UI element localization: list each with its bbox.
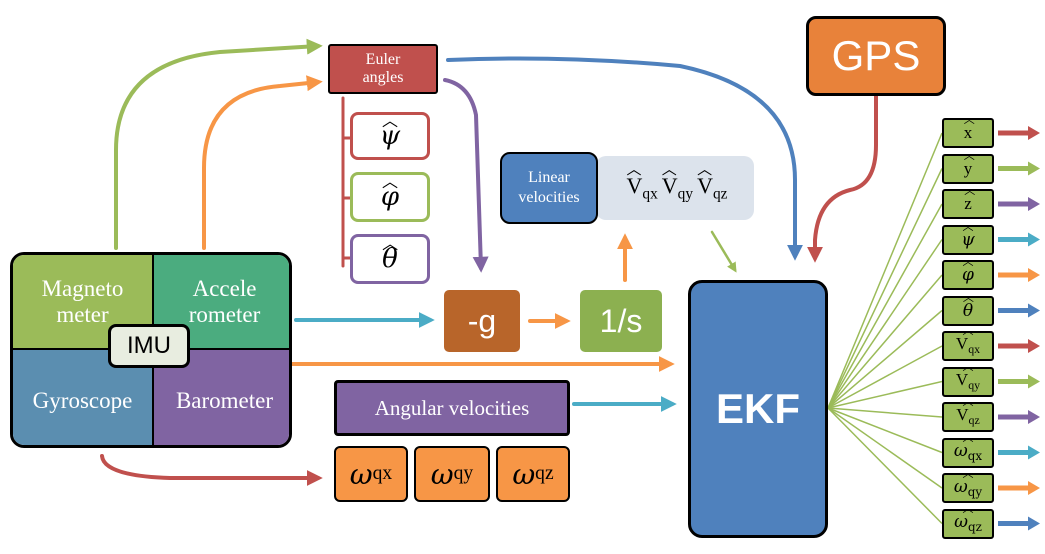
output-symbol-4: φ ︿ (962, 255, 974, 285)
fan-line-4 (827, 274, 943, 409)
vqz-hat: Vqz ︿ (697, 161, 728, 203)
output-symbol-2: z ︿ (964, 185, 976, 213)
euler-psi-box: ψ ︿ (350, 111, 430, 160)
fan-line-10 (827, 407, 943, 489)
output-box-4: φ ︿ (942, 255, 994, 290)
output-symbol-5: θ ︿ (962, 290, 974, 321)
output-box-2: z ︿ (942, 185, 994, 219)
output-box-6: Vqx ︿ (942, 325, 994, 361)
accelerometer-label: Accele rometer (188, 275, 261, 327)
fan-line-9 (827, 407, 943, 454)
euler-theta-hat: θ ︿ (382, 234, 399, 274)
vqx-hat: Vqx ︿ (626, 161, 658, 203)
euler-theta-box: θ ︿ (350, 234, 430, 284)
euler-angles-label: Euler angles (362, 51, 404, 86)
imu-center-label: IMU (108, 324, 190, 368)
linear-velocities-panel (596, 156, 754, 220)
gps-box: GPS (806, 16, 946, 96)
output-symbol-11: ωqz ︿ (954, 502, 982, 535)
fan-line-2 (827, 203, 943, 409)
output-symbol-3: ψ ︿ (961, 219, 975, 250)
accelerometer-to-euler-arrow (202, 75, 323, 250)
output-symbol-6: Vqx ︿ (955, 325, 981, 357)
euler-phi-hat: φ ︿ (380, 172, 400, 212)
output-arrow-1 (998, 161, 1040, 176)
omega-qy-box: ω qy (414, 446, 490, 502)
linear-velocities-box: Linear velocities (500, 152, 598, 224)
magnetometer-label: Magneto meter (41, 275, 124, 327)
omega-qx-box: ω qx (334, 446, 408, 502)
magnetometer-quadrant: Magneto meter (13, 255, 154, 350)
ekf-box: EKF (688, 280, 828, 538)
euler-phi-box: φ ︿ (350, 172, 430, 222)
output-box-1: y ︿ (942, 149, 994, 184)
euler-angles-box: Euler angles (328, 44, 438, 94)
output-symbol-9: ωqx ︿ (953, 431, 983, 464)
fan-line-0 (827, 132, 943, 409)
fan-line-5 (827, 309, 943, 409)
imu-to-omega-arrow (100, 454, 323, 486)
output-symbol-1: y ︿ (963, 149, 975, 178)
gyroscope-label: Gyroscope (32, 387, 133, 413)
euler-to-gravity-arrow (443, 78, 489, 273)
vqy-hat: Vqy ︿ (661, 161, 694, 203)
output-box-5: θ ︿ (942, 290, 994, 326)
output-box-11: ωqz ︿ (942, 502, 994, 539)
linear-components: Vqx ︿ Vqy ︿ Vqz ︿ (604, 160, 750, 216)
barometer-label: Barometer (175, 387, 274, 413)
output-arrow-7 (998, 374, 1040, 389)
output-box-7: Vqy ︿ (942, 360, 994, 397)
output-box-10: ωqy ︿ (942, 466, 994, 503)
output-arrow-2 (998, 197, 1040, 211)
fan-line-8 (827, 407, 943, 418)
output-arrows (998, 126, 1040, 531)
output-symbol-8: Vqz ︿ (956, 396, 980, 428)
output-arrow-11 (998, 516, 1040, 531)
output-symbol-10: ωqy ︿ (953, 466, 983, 500)
output-box-8: Vqz ︿ (942, 396, 994, 432)
output-symbol-0: x ︿ (963, 114, 975, 142)
output-symbol-7: Vqy ︿ (955, 360, 981, 393)
output-box-0: x ︿ (942, 114, 994, 148)
output-arrow-5 (998, 303, 1040, 318)
output-box-3: ψ ︿ (942, 219, 994, 255)
output-arrow-8 (998, 410, 1040, 424)
magnetometer-to-euler-arrow (114, 38, 323, 250)
euler-to-ekf-arrow (446, 56, 803, 261)
integrator-box: 1/s (580, 290, 662, 352)
output-arrow-10 (998, 481, 1040, 495)
output-arrow-0 (998, 126, 1040, 140)
fan-line-3 (827, 239, 943, 409)
gravity-box: -g (444, 290, 520, 352)
output-arrow-9 (998, 445, 1040, 460)
fan-line-11 (827, 407, 943, 525)
euler-bracket (341, 96, 354, 268)
output-box-9: ωqx ︿ (942, 431, 994, 468)
linear-to-ekf-arrow (710, 230, 737, 273)
fan-line-6 (827, 345, 943, 409)
gps-to-ekf-arrow (807, 93, 878, 263)
linear-velocities-label: Linear velocities (518, 169, 580, 206)
output-arrow-3 (998, 232, 1040, 247)
fan-line-1 (827, 168, 943, 409)
ekf-output-fan (827, 132, 943, 525)
output-arrow-6 (998, 339, 1040, 353)
omega-qz-box: ω qz (496, 446, 570, 502)
fan-line-7 (827, 380, 943, 409)
euler-psi-hat: ψ ︿ (379, 111, 401, 151)
output-arrow-4 (998, 268, 1040, 282)
angular-velocities-box: Angular velocities (334, 380, 570, 436)
